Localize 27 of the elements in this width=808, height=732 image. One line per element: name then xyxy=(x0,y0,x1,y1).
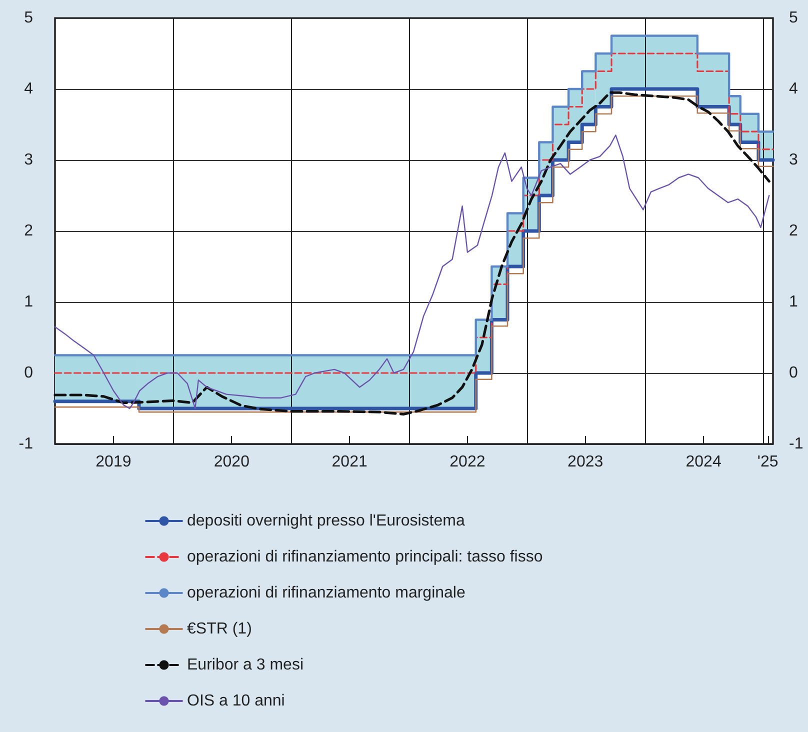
y2-tick-label: 5 xyxy=(789,10,798,26)
x-tick-label: 2019 xyxy=(96,454,132,470)
y2-tick-label: -1 xyxy=(789,436,804,452)
y-tick-label: 5 xyxy=(24,10,34,26)
legend-label: operazioni di rifinanziamento marginale xyxy=(187,584,466,602)
y2-tick-label: 1 xyxy=(789,294,798,310)
y-tick-label: 4 xyxy=(24,80,34,98)
y2-tick-label: 4 xyxy=(789,80,798,98)
x-tick-label: '25 xyxy=(757,454,778,470)
y2-tick-label: 0 xyxy=(789,364,798,382)
y-tick-label: 1 xyxy=(24,294,34,310)
y2-tick-label: 2 xyxy=(789,222,798,240)
y-tick-label: -1 xyxy=(18,436,34,452)
x-tick-label: 2021 xyxy=(332,454,368,470)
y2-tick-label: 3 xyxy=(789,152,798,168)
legend-label: operazioni di rifinanziamento principali: tasso fisso xyxy=(187,548,543,566)
legend-label: €STR (1) xyxy=(187,620,252,638)
legend-label: OIS a 10 anni xyxy=(187,692,285,710)
x-tick-label: 2020 xyxy=(214,454,250,470)
legend-label: depositi overnight presso l'Eurosistema xyxy=(187,512,465,530)
y-tick-label: 0 xyxy=(24,364,34,382)
x-tick-label: 2022 xyxy=(450,454,486,470)
y-tick-label: 2 xyxy=(24,222,34,240)
x-tick-label: 2023 xyxy=(568,454,604,470)
legend-label: Euribor a 3 mesi xyxy=(187,656,304,674)
y-tick-label: 3 xyxy=(24,152,34,168)
x-tick-label: 2024 xyxy=(686,454,722,470)
